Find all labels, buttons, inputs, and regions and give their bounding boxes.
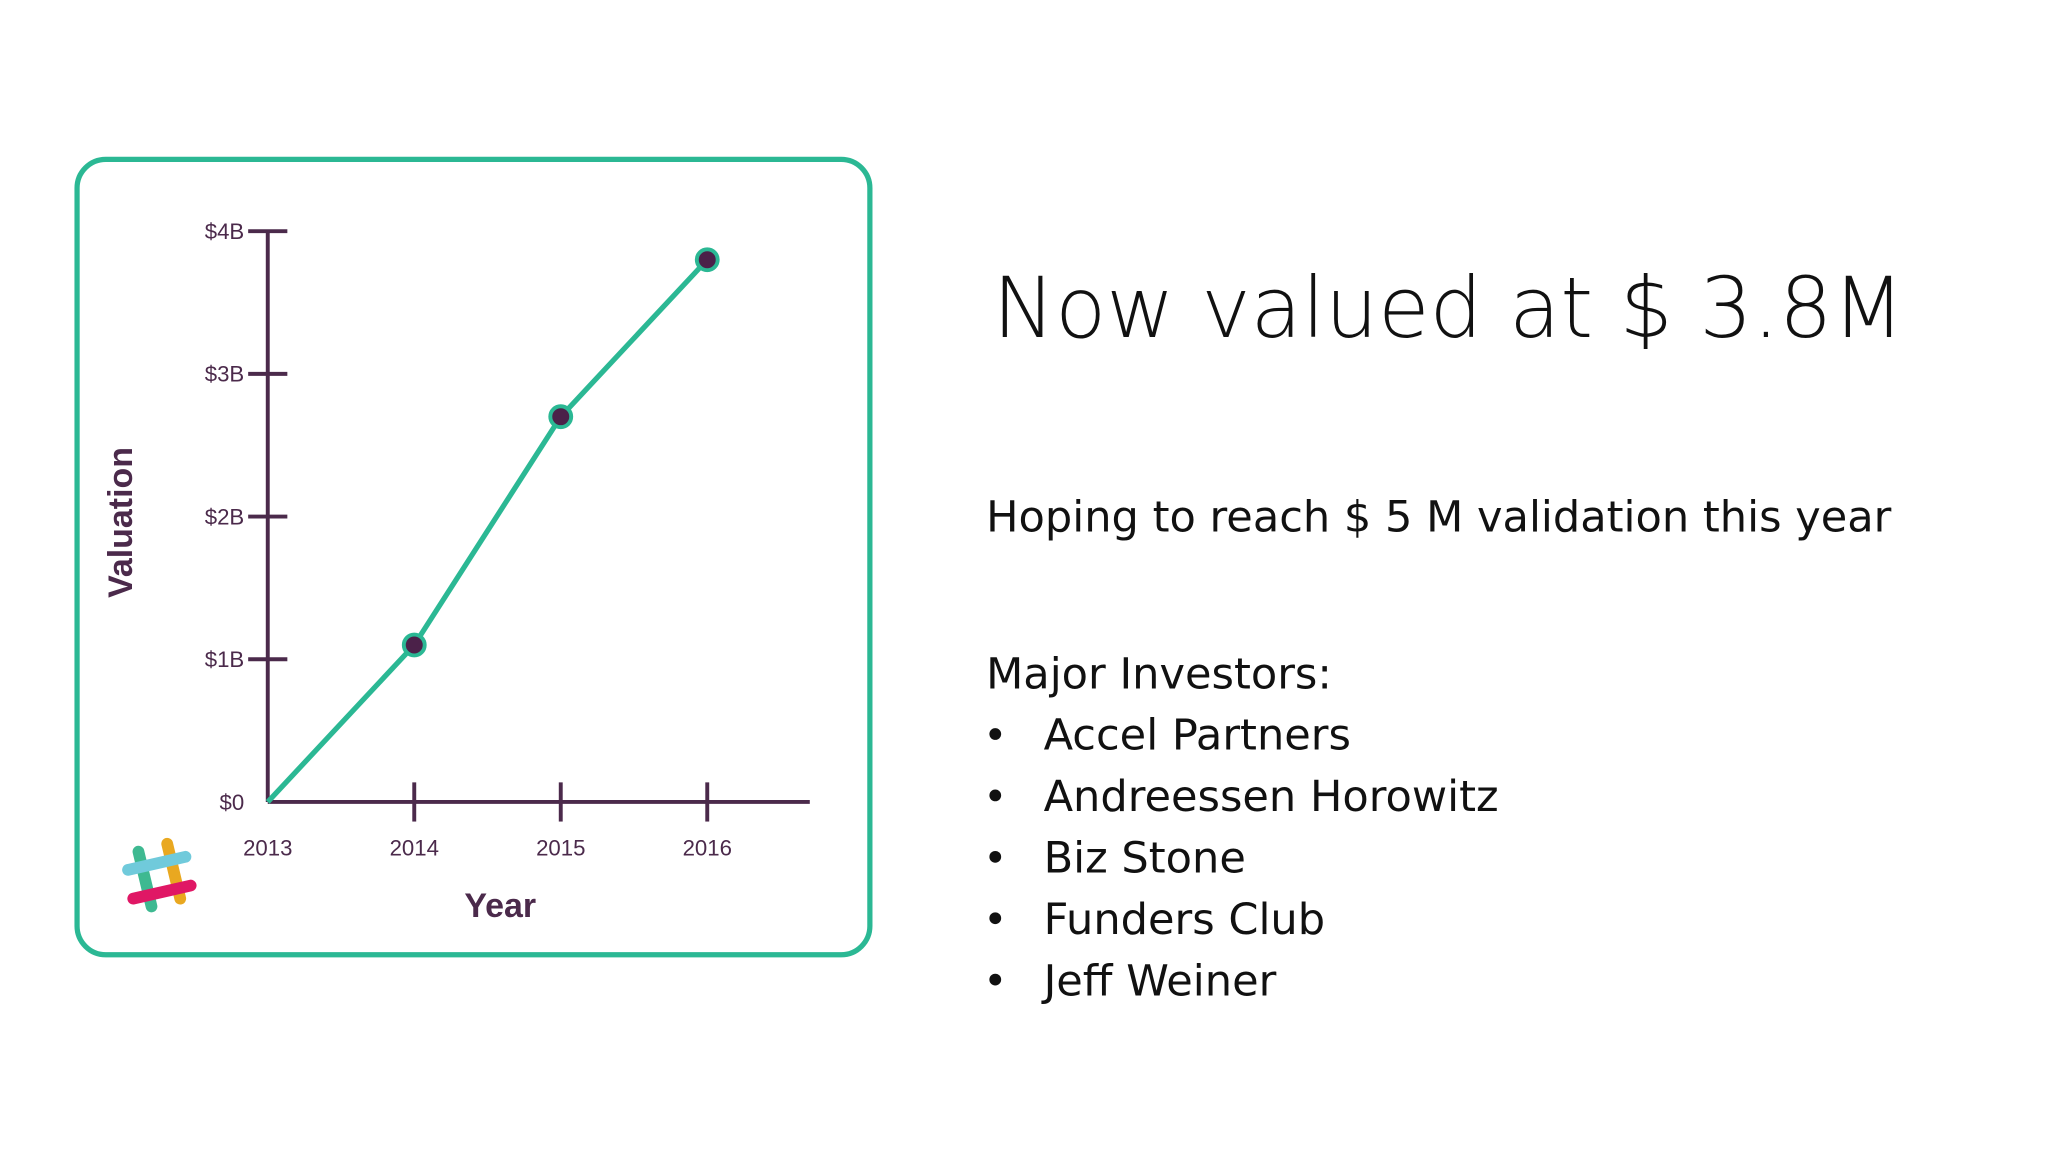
- slide-title: Now valued at $ 3.8M: [993, 259, 1905, 357]
- y-tick-label: $4B: [205, 219, 244, 244]
- bullet: [989, 728, 1002, 740]
- list-heading: Major Investors:: [986, 649, 1332, 699]
- y-tick-label: $2B: [205, 504, 244, 529]
- bullet: [989, 850, 1002, 863]
- list-item: Andreessen Horowitz: [1044, 772, 1499, 822]
- list-item: Accel Partners: [1044, 711, 1351, 761]
- y-tick-label: $3B: [205, 362, 244, 387]
- chart-frame: [74, 156, 873, 958]
- y-tick-label: $1B: [205, 647, 244, 672]
- list-item: Jeff Weiner: [1041, 956, 1277, 1006]
- y-tick-label: $0: [220, 790, 245, 815]
- bullet: [989, 973, 1002, 986]
- bullet: [989, 912, 1002, 925]
- list-item: Funders Club: [1044, 895, 1326, 945]
- slide-subtitle: Hoping to reach $ 5 M validation this ye…: [986, 493, 1892, 543]
- list-item: Biz Stone: [1044, 833, 1246, 883]
- line: [265, 257, 710, 804]
- x-axis-title: Year: [464, 887, 536, 925]
- point: [548, 404, 574, 430]
- x-tick-label: 2013: [243, 836, 292, 861]
- bullet: [989, 789, 1002, 802]
- x-tick-label: 2014: [390, 836, 439, 861]
- point: [401, 632, 427, 658]
- x-tick-label: 2015: [536, 836, 585, 861]
- x-tick-label: 2016: [683, 836, 732, 861]
- y-axis-title: Valuation: [102, 447, 140, 598]
- logo: [122, 837, 197, 913]
- point: [694, 247, 720, 273]
